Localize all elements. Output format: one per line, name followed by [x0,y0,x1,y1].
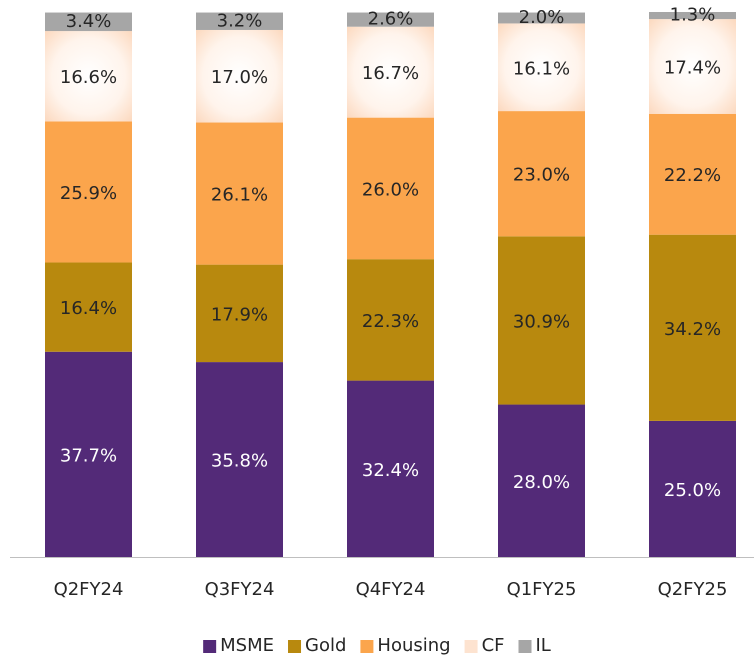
x-tick-label: Q2FY24 [54,579,124,600]
bar-segment [347,380,434,557]
value-label: 25.9% [60,183,117,204]
bar-segment [45,262,132,352]
legend-swatch [203,640,217,653]
bar-segment [498,12,585,24]
value-label: 3.4% [66,11,112,32]
x-tick-label: Q4FY24 [356,579,426,600]
value-label: 34.2% [664,319,721,340]
value-label: 17.9% [211,304,268,325]
bar-segment [196,264,283,363]
value-label: 22.2% [664,165,721,186]
value-label: 17.0% [211,67,268,88]
value-label: 37.7% [60,445,117,466]
value-label: 2.0% [519,7,565,28]
bar-segment [649,113,736,235]
legend-swatch [518,640,532,653]
bar-segment [649,234,736,421]
bar-segment [649,19,736,114]
bar-segment [196,362,283,557]
bar-segment [498,111,585,237]
x-tick-label: Q1FY25 [507,579,577,600]
value-label: 16.4% [60,298,117,319]
value-label: 25.0% [664,480,721,501]
bar-segment [196,12,283,30]
value-label: 1.3% [670,5,716,26]
value-label: 2.6% [368,9,414,30]
bar-segment [498,236,585,405]
x-tick-label: Q3FY24 [205,579,275,600]
value-label: 26.0% [362,179,419,200]
bar-segment [347,12,434,27]
value-label: 35.8% [211,451,268,472]
value-label: 26.1% [211,185,268,206]
value-label: 32.4% [362,460,419,481]
bar-segment [45,121,132,263]
bar-segment [196,122,283,265]
bar-segment [196,29,283,123]
value-label: 3.2% [217,10,263,31]
value-label: 28.0% [513,472,570,493]
value-label: 30.9% [513,311,570,332]
legend-swatch [360,640,374,653]
legend-label: CF [482,635,505,656]
value-label: 23.0% [513,165,570,186]
bar-segment [45,351,132,557]
bar-segment [347,117,434,260]
x-tick-label: Q2FY25 [658,579,728,600]
legend-label: Housing [377,635,450,656]
value-label: 16.7% [362,63,419,84]
bar-segment [45,12,132,32]
value-label: 16.6% [60,67,117,88]
value-label: 17.4% [664,57,721,78]
value-label: 16.1% [513,58,570,79]
bar-segment [45,31,132,122]
bar-segment [347,259,434,381]
bar-segment [649,420,736,557]
bar-segment [649,12,736,20]
legend-swatch [464,640,478,653]
legend-label: IL [536,635,551,656]
bar-segment [498,404,585,557]
legend-swatch [288,640,302,653]
bar-segment [347,26,434,118]
bar-segment [498,23,585,112]
legend-label: Gold [305,635,346,656]
value-label: 22.3% [362,311,419,332]
legend-label: MSME [220,635,274,656]
